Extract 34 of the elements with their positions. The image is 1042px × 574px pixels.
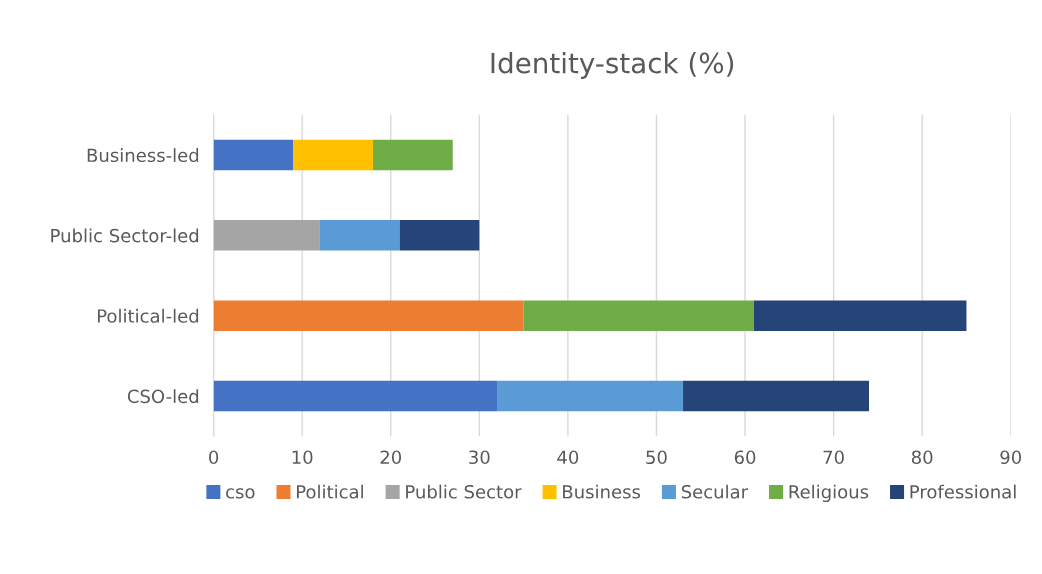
legend-label: Religious (789, 484, 869, 503)
bar (497, 380, 684, 412)
x-tick-label: 20 (380, 450, 402, 465)
legend-label: Public Sector (406, 484, 522, 499)
legend-label: Political (297, 484, 363, 499)
x-tick-label: 30 (469, 450, 490, 465)
chart-title: Identity-stack (%) (491, 52, 734, 79)
legend-label: Business (563, 484, 641, 499)
legend-label: Professional (910, 484, 1016, 499)
bar (293, 139, 374, 171)
bar (213, 139, 294, 171)
x-tick-label: 90 (1000, 450, 1022, 465)
y-tick-label: Political-led (97, 308, 199, 323)
x-tick-label: 40 (557, 450, 579, 465)
bar (683, 380, 870, 412)
x-tick-label: 70 (823, 450, 844, 465)
bar (319, 220, 400, 251)
bar (373, 139, 453, 171)
x-tick-label: 60 (734, 450, 756, 465)
bar (523, 300, 754, 331)
x-tick-label: 0 (209, 450, 219, 465)
legend-label: Secular (681, 484, 749, 499)
bar (399, 220, 480, 251)
bar (753, 300, 967, 331)
x-tick-label: 50 (646, 450, 667, 465)
y-tick-label: CSO-led (127, 389, 199, 404)
y-tick-label: Business-led (87, 148, 199, 163)
bar (213, 300, 524, 331)
x-tick-label: 80 (911, 450, 933, 465)
legend-label: cso (226, 488, 255, 499)
bar (213, 220, 320, 251)
y-tick-label: Public Sector-led (51, 228, 199, 243)
bar (213, 380, 498, 412)
x-tick-label: 10 (292, 450, 313, 465)
